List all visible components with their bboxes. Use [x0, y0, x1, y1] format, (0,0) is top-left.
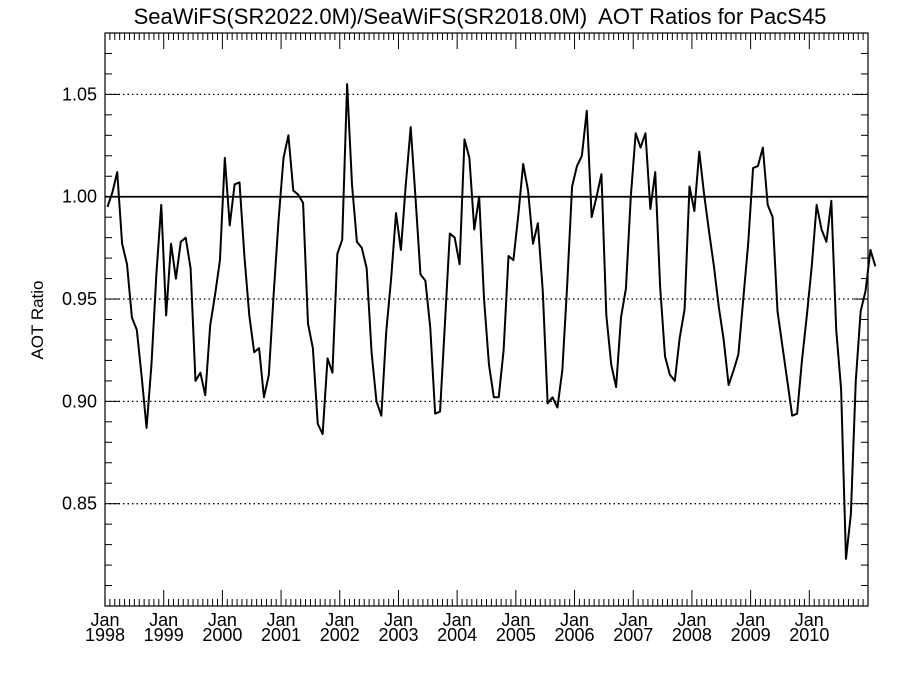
- chart-title: SeaWiFS(SR2022.0M)/SeaWiFS(SR2018.0M) AO…: [134, 4, 827, 29]
- series-line: [106, 83, 877, 560]
- x-tick-year: 1999: [144, 625, 184, 645]
- x-tick-year: 2009: [731, 625, 771, 645]
- x-tick-month: Jan: [384, 610, 413, 630]
- x-tick-year: 2001: [261, 625, 301, 645]
- x-tick-year: 2000: [202, 625, 242, 645]
- x-tick-year: 2003: [378, 625, 418, 645]
- x-tick-label: Jan 2010: [789, 610, 829, 645]
- x-tick-month: Jan: [208, 610, 237, 630]
- x-tick-year: 2007: [613, 625, 653, 645]
- x-tick-month: Jan: [325, 610, 354, 630]
- y-tick-labels: 0.85 0.90 0.95 1.00 1.05: [62, 84, 97, 513]
- x-tick-label: Jan 2006: [555, 610, 595, 645]
- x-tick-label: Jan 2000: [202, 610, 242, 645]
- y-tick-label: 0.95: [62, 289, 97, 309]
- x-tick-month: Jan: [267, 610, 296, 630]
- x-tick-month: Jan: [560, 610, 589, 630]
- y-tick-label: 0.90: [62, 391, 97, 411]
- x-tick-label: Jan 2008: [672, 610, 712, 645]
- y-tick-label: 1.00: [62, 187, 97, 207]
- y-tick-label: 0.85: [62, 494, 97, 514]
- grid-lines: [105, 93, 868, 505]
- x-tick-year: 2002: [320, 625, 360, 645]
- axis-ticks: [104, 32, 869, 607]
- x-tick-month: Jan: [149, 610, 178, 630]
- x-tick-label: Jan 2001: [261, 610, 301, 645]
- x-tick-label: Jan 2002: [320, 610, 360, 645]
- x-tick-year: 2004: [437, 625, 477, 645]
- x-tick-year: 1998: [85, 625, 125, 645]
- x-tick-label: Jan 2005: [496, 610, 536, 645]
- x-tick-label: Jan 1998: [85, 610, 125, 645]
- x-tick-year: 2005: [496, 625, 536, 645]
- x-tick-label: Jan 2004: [437, 610, 477, 645]
- x-tick-year: 2006: [555, 625, 595, 645]
- x-tick-month: Jan: [619, 610, 648, 630]
- x-tick-label: Jan 2007: [613, 610, 653, 645]
- y-axis-label: AOT Ratio: [28, 280, 47, 359]
- x-tick-month: Jan: [736, 610, 765, 630]
- x-tick-month: Jan: [795, 610, 824, 630]
- x-tick-label: Jan 1999: [144, 610, 184, 645]
- x-tick-year: 2010: [789, 625, 829, 645]
- x-tick-month: Jan: [501, 610, 530, 630]
- x-tick-month: Jan: [90, 610, 119, 630]
- x-tick-month: Jan: [443, 610, 472, 630]
- x-tick-month: Jan: [677, 610, 706, 630]
- x-tick-label: Jan 2003: [378, 610, 418, 645]
- x-tick-label: Jan 2009: [731, 610, 771, 645]
- series-group: [106, 83, 877, 560]
- y-tick-label: 1.05: [62, 84, 97, 104]
- x-tick-year: 2008: [672, 625, 712, 645]
